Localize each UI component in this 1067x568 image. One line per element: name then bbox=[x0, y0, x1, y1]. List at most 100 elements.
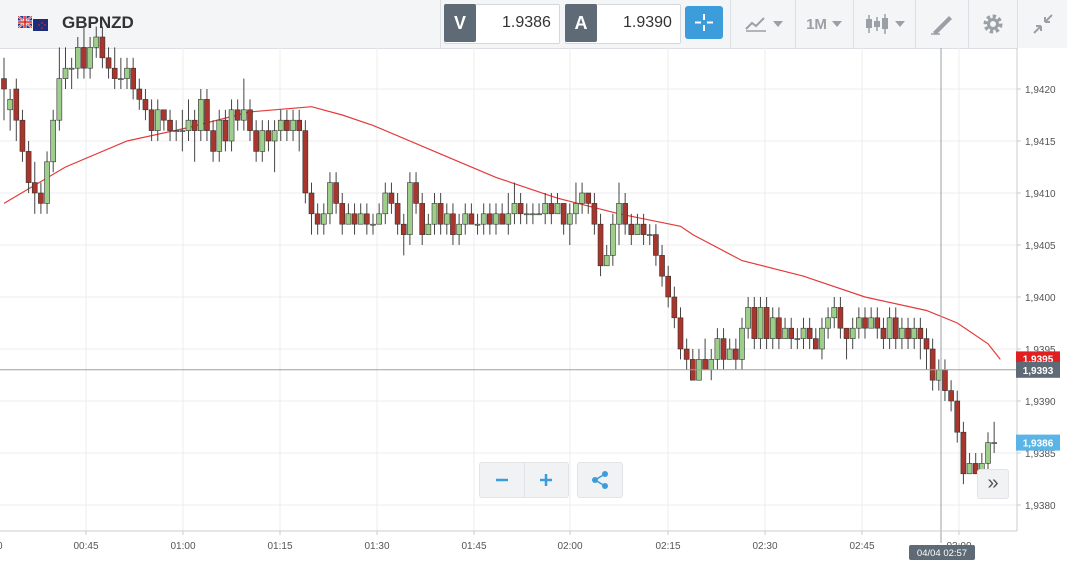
candle-bullish bbox=[7, 99, 13, 111]
candle-bearish bbox=[333, 182, 339, 204]
candle-bearish bbox=[388, 192, 395, 204]
candle-bearish bbox=[929, 348, 936, 381]
time-tick-label: 02:45 bbox=[849, 541, 874, 552]
candle-bearish bbox=[364, 213, 370, 225]
candle-bearish bbox=[874, 317, 881, 329]
candle-bearish bbox=[671, 296, 678, 319]
candle-bearish bbox=[167, 119, 173, 131]
candle-bearish bbox=[487, 213, 493, 225]
settings-button[interactable] bbox=[969, 0, 1017, 48]
candle-bullish bbox=[757, 307, 764, 339]
candle-bearish bbox=[683, 348, 690, 360]
candle-bullish bbox=[579, 192, 585, 204]
time-tick-label: 01:30 bbox=[364, 541, 389, 552]
zoom-in-button[interactable] bbox=[525, 463, 569, 497]
price-tick-label: 1,9395 bbox=[1025, 345, 1056, 356]
candle-bearish bbox=[843, 327, 850, 339]
ask-label: A bbox=[565, 4, 597, 42]
candle-bullish bbox=[376, 213, 382, 225]
candle-bearish bbox=[763, 307, 770, 339]
candle-bullish bbox=[357, 213, 364, 225]
crosshair-button[interactable] bbox=[685, 6, 723, 39]
time-tick-label: 01:45 bbox=[461, 541, 486, 552]
candle-bearish bbox=[702, 359, 708, 371]
candle-bearish bbox=[31, 182, 38, 194]
candle-bearish bbox=[972, 463, 979, 475]
chart-type-icon bbox=[744, 17, 766, 32]
candle-bullish bbox=[382, 192, 389, 215]
candle-bearish bbox=[628, 223, 635, 235]
double-chevron-right-icon: » bbox=[987, 472, 999, 494]
candle-bullish bbox=[87, 47, 93, 69]
price-tick-label: 1,9385 bbox=[1025, 449, 1056, 460]
zoom-out-button[interactable] bbox=[480, 463, 525, 497]
candle-bullish bbox=[443, 213, 450, 225]
candle-bullish bbox=[966, 463, 973, 475]
candle-bearish bbox=[351, 213, 358, 225]
candle-bearish bbox=[597, 223, 604, 267]
candle-bullish bbox=[819, 327, 825, 350]
candle-bullish bbox=[407, 182, 413, 235]
share-button[interactable] bbox=[577, 462, 623, 498]
candle-bearish bbox=[38, 192, 44, 204]
candle-bullish bbox=[320, 213, 327, 225]
time-tick-label: 01:15 bbox=[267, 541, 292, 552]
candle-bearish bbox=[806, 327, 813, 339]
time-tick-label: 01:00 bbox=[170, 541, 195, 552]
candle-bearish bbox=[111, 67, 118, 79]
candle-bullish bbox=[825, 317, 831, 329]
toolbar-separator bbox=[968, 0, 969, 48]
candle-bearish bbox=[788, 327, 795, 339]
timeframe-button[interactable]: 1M bbox=[796, 0, 852, 48]
scroll-to-latest-button[interactable]: » bbox=[977, 469, 1009, 499]
candle-bullish bbox=[425, 223, 432, 235]
zoom-controls bbox=[479, 462, 569, 498]
candle-bearish bbox=[161, 109, 167, 121]
candle-bearish bbox=[733, 348, 739, 360]
cursor-price-label: 1,9393 bbox=[1023, 366, 1054, 377]
candle-bearish bbox=[400, 223, 407, 235]
candle-bullish bbox=[493, 213, 499, 225]
toolbar-separator bbox=[915, 0, 916, 48]
candle-bullish bbox=[726, 348, 733, 360]
candlestick-icon bbox=[865, 14, 888, 34]
candle-bullish bbox=[259, 130, 266, 152]
bid-label: V bbox=[444, 4, 476, 42]
candle-bearish bbox=[19, 119, 26, 152]
candle-bearish bbox=[142, 99, 149, 111]
candle-bearish bbox=[13, 88, 20, 121]
candle-bullish bbox=[474, 223, 481, 226]
price-tick-label: 1,9380 bbox=[1025, 501, 1056, 512]
minus-icon bbox=[495, 478, 508, 482]
candle-bearish bbox=[960, 431, 967, 475]
cursor-time-label-bg bbox=[909, 545, 975, 560]
last-price-label: 1,9386 bbox=[1023, 439, 1054, 450]
candle-bullish bbox=[93, 36, 100, 48]
candle-bearish bbox=[917, 327, 924, 339]
candle-bearish bbox=[105, 57, 112, 69]
candle-bearish bbox=[394, 203, 401, 225]
draw-button[interactable] bbox=[916, 0, 968, 48]
candle-bullish bbox=[118, 78, 124, 80]
chart-type-button[interactable] bbox=[732, 0, 794, 48]
instrument-symbol[interactable]: GBPNZD bbox=[62, 13, 134, 32]
candle-bullish bbox=[610, 223, 616, 256]
candle-bullish bbox=[241, 109, 247, 121]
candle-bullish bbox=[216, 119, 223, 152]
timeframe-label: 1M bbox=[806, 15, 827, 33]
gear-icon bbox=[983, 14, 1003, 34]
bid-price: 1.9386 bbox=[502, 14, 551, 31]
collapse-button[interactable] bbox=[1018, 0, 1067, 48]
candle-bullish bbox=[431, 203, 438, 225]
toolbar-separator bbox=[440, 0, 441, 48]
candlestick-button[interactable] bbox=[854, 0, 914, 48]
candle-bullish bbox=[179, 130, 186, 132]
candle-bearish bbox=[413, 182, 419, 204]
candle-bearish bbox=[130, 67, 136, 90]
candle-bullish bbox=[480, 213, 487, 225]
toolbar-separator bbox=[795, 0, 796, 48]
candle-bearish bbox=[222, 119, 229, 142]
candle-bullish bbox=[75, 47, 81, 69]
candle-bullish bbox=[911, 327, 918, 339]
